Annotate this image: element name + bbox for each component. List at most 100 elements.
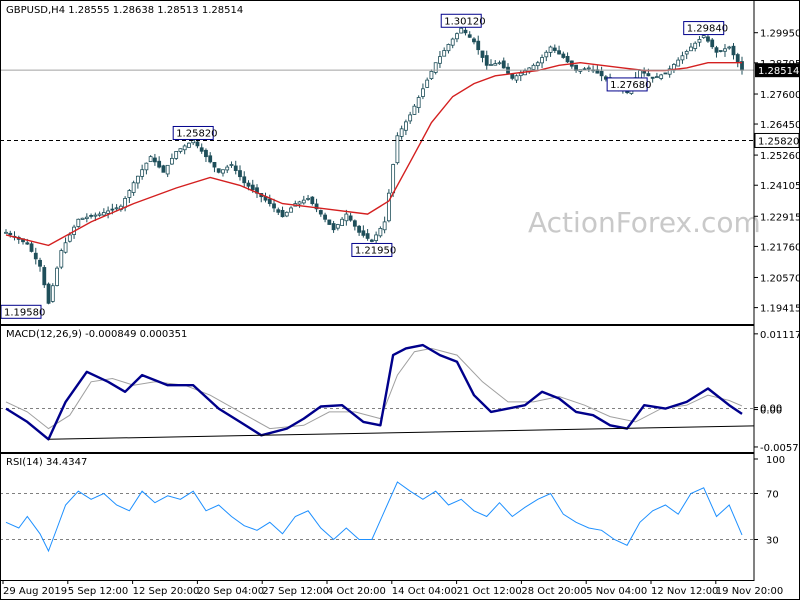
price-ytick-label: 1.24105 [760,181,800,192]
x-tick-label: 21 Oct 12:00 [457,586,522,597]
price-ytick-label: 1.29950 [760,29,800,40]
candle-body [25,242,30,245]
candle-body [110,208,115,211]
x-tick-label: 27 Sep 12:00 [262,586,329,597]
candle-body [250,184,255,191]
candle-body [348,215,353,221]
candle-body [127,190,132,198]
candle-body [301,199,306,204]
candle-body [497,62,502,65]
candle-body [421,88,425,97]
chart-title: GBPUSD,H4 1.28555 1.28638 1.28513 1.2851… [6,5,243,16]
candle-body [395,135,400,164]
candle-body [335,224,340,229]
candle-body [174,151,179,159]
candle-body [540,57,544,64]
candle-body [642,71,647,74]
candle-body [195,141,200,147]
candle-body [106,210,111,214]
rsi-ytick-label: 100 [766,455,785,466]
candle-body [97,213,102,216]
candle-body [718,50,723,52]
candle-body [586,67,591,70]
macd-ytick-label: -0.005746 [760,443,800,454]
candle-body [191,140,196,144]
candle-body [378,228,383,237]
candle-body [489,64,493,66]
candle-body [650,76,655,79]
candle-body [365,233,370,239]
candle-body [140,169,145,177]
level-tag-label: 1.25820 [758,136,799,147]
candle-body [55,267,59,286]
x-tick-label: 5 Nov 04:00 [586,586,647,597]
candle-body [412,105,417,115]
candle-body [114,207,119,210]
rsi-layer [0,481,754,553]
candle-body [552,47,557,51]
candle-body [323,214,327,220]
price-annotation-box [172,125,214,140]
candle-body [433,62,438,73]
price-annotation-label: 1.27680 [610,80,651,91]
candle-body [318,210,323,215]
macd-ytick-label: 0.00 [760,406,782,417]
candle-body [246,182,251,187]
candle-body [46,283,51,304]
price-annotation-box [683,21,725,36]
candle-body [510,73,515,79]
price-annotation-box [440,13,482,28]
price-annotation-box [606,77,648,92]
candle-body [29,243,34,252]
candle-body [599,70,604,77]
x-tick-label: 19 Nov 20:00 [716,586,783,597]
macd-layer [0,343,755,441]
x-tick-label: 29 Aug 2019 [3,586,67,597]
candle-body [238,170,242,178]
candle-body [42,267,47,286]
current-price-tag [755,63,799,78]
candle-body [399,128,404,137]
rsi-ytick-label: 70 [766,490,779,501]
macd-label: MACD(12,26,9) -0.000849 0.000351 [6,329,187,340]
candle-body [463,29,468,34]
candle-body [233,165,238,171]
candle-body [4,231,8,234]
candle-body [518,72,523,77]
x-tick-label: 12 Sep 20:00 [133,586,200,597]
candle-body [416,97,421,109]
candle-body [391,164,396,194]
candle-body [352,220,357,227]
price-series-layer: 1.19580 1.25820 1.21950 1.30120 1.27680 1.298… [0,13,754,319]
macd-ytick-label: 0.00 [760,404,782,415]
candle-body [357,225,362,233]
candle-body [438,56,442,64]
candle-body [310,196,315,205]
candle-body [170,157,174,165]
candle-body [63,242,68,253]
candle-body [144,162,149,171]
candle-body [165,164,170,175]
price-ytick-label: 1.19415 [760,304,800,315]
candle-body [535,62,540,67]
level-tag [754,132,800,148]
candle-body [272,203,276,209]
candle-body [565,55,570,63]
price-annotation-box [351,242,393,257]
x-tick-label: 14 Oct 04:00 [392,586,457,597]
candle-body [561,53,566,58]
candle-body [178,148,183,152]
candle-body [204,149,208,158]
candle-body [684,51,689,55]
candle-body [442,50,447,57]
candle-body [38,259,42,267]
candle-body [459,27,464,34]
candle-body [327,219,332,225]
x-tick-label: 5 Sep 12:00 [68,586,128,597]
candle-body [276,209,281,213]
candle-body [89,215,93,217]
price-annotation-label: 1.30120 [444,16,485,27]
candle-body [467,34,472,38]
candle-body [242,176,247,184]
candle-body [455,33,459,40]
